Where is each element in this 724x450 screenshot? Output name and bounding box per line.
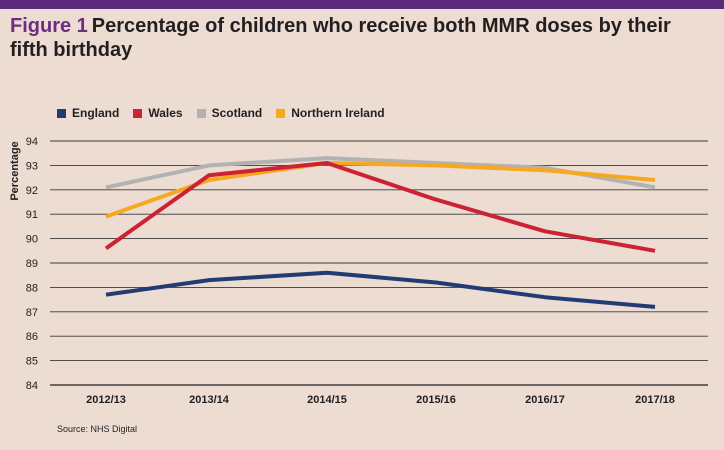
x-tick-label: 2017/18 xyxy=(635,394,675,406)
x-tick-label: 2013/14 xyxy=(189,394,230,406)
legend-swatch xyxy=(196,108,206,118)
chart-title: Figure 1 Percentage of children who recei… xyxy=(10,14,710,62)
legend-item-scotland: Scotland xyxy=(196,106,263,120)
source-note: Source: NHS Digital xyxy=(57,424,138,434)
y-tick-label: 88 xyxy=(26,282,38,294)
legend-item-northern-ireland: Northern Ireland xyxy=(276,106,385,120)
y-tick-label: 86 xyxy=(26,331,38,343)
y-tick-label: 93 xyxy=(26,160,38,172)
legend-item-wales: Wales xyxy=(133,106,183,120)
x-tick-label: 2012/13 xyxy=(86,394,126,406)
series-line-england xyxy=(105,270,656,309)
x-tick-label: 2016/17 xyxy=(525,394,565,406)
figure-title: Percentage of children who receive both … xyxy=(10,15,671,61)
legend-swatch xyxy=(133,108,143,118)
header-accent-bar xyxy=(0,0,724,9)
legend-label: Scotland xyxy=(211,106,263,120)
y-tick-label: 92 xyxy=(26,185,38,197)
y-tick-label: 89 xyxy=(26,258,38,270)
y-tick-label: 94 xyxy=(26,136,38,148)
legend-swatch xyxy=(276,108,286,118)
figure-number: Figure 1 xyxy=(10,15,88,37)
y-tick-label: 91 xyxy=(26,209,38,221)
y-tick-label: 90 xyxy=(26,234,38,246)
x-tick-label: 2015/16 xyxy=(416,394,456,406)
y-tick-label: 84 xyxy=(26,380,38,392)
legend-item-england: England xyxy=(57,106,119,120)
legend-label: Northern Ireland xyxy=(291,106,385,120)
chart-legend: England Wales Scotland Northern Ireland xyxy=(57,105,399,121)
legend-swatch xyxy=(57,108,66,118)
series-line-wales xyxy=(104,161,656,253)
y-tick-label: 87 xyxy=(26,307,38,319)
legend-label: Wales xyxy=(148,106,183,120)
y-tick-label: 85 xyxy=(26,356,38,368)
x-tick-label: 2014/15 xyxy=(307,394,347,406)
legend-label: England xyxy=(72,106,120,120)
